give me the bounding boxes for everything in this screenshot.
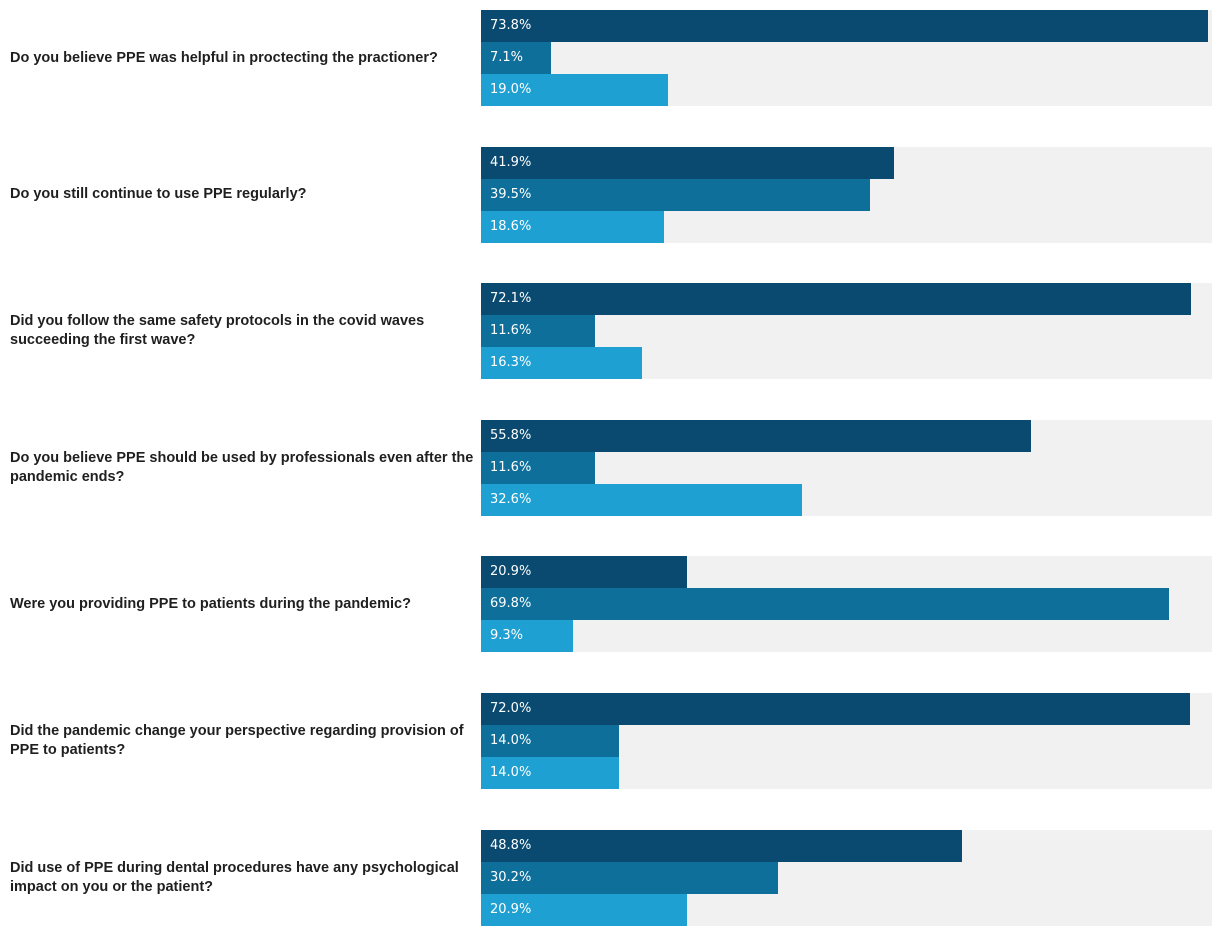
bar-value-label: 16.3% — [490, 355, 532, 371]
question-label: Did you follow the same safety protocols… — [10, 313, 425, 349]
bar — [481, 347, 642, 380]
bar-value-label: 18.6% — [490, 218, 532, 234]
bar — [481, 42, 551, 74]
bar-value-label: 69.8% — [490, 596, 532, 612]
bar-value-label: 19.0% — [490, 82, 532, 97]
bar-value-label: 14.0% — [490, 765, 532, 780]
bar-value-label: 73.8% — [490, 18, 532, 33]
bar — [481, 483, 803, 516]
bar-value-label: 20.9% — [490, 901, 532, 917]
bar — [481, 419, 1031, 452]
bar-value-label: 14.0% — [490, 733, 532, 748]
question-label: Do you believe PPE was helpful in procte… — [10, 49, 438, 66]
bar-track — [481, 451, 1212, 484]
bar — [481, 620, 573, 653]
question-label: Did use of PPE during dental procedures … — [10, 859, 459, 895]
bar — [481, 556, 687, 589]
question-label: Were you providing PPE to patients durin… — [10, 595, 411, 612]
bar-value-label: 11.6% — [490, 459, 532, 475]
bar — [481, 725, 619, 757]
bar — [481, 74, 669, 106]
bar-value-label: 72.1% — [490, 291, 532, 307]
bar-value-label: 11.6% — [490, 323, 532, 339]
bar — [481, 178, 871, 211]
bar-value-label: 20.9% — [490, 564, 532, 580]
bar — [481, 146, 894, 179]
question-label: Do you believe PPE should be used by pro… — [10, 449, 474, 485]
bar-track — [481, 42, 1212, 74]
bar-value-label: 72.0% — [490, 701, 532, 716]
bar — [481, 315, 596, 348]
bar-value-label: 9.3% — [490, 628, 524, 644]
bar-value-label: 55.8% — [490, 427, 532, 443]
bar-track — [481, 315, 1212, 348]
bar-value-label: 39.5% — [490, 186, 532, 202]
bar — [481, 283, 1192, 316]
bar — [481, 210, 665, 243]
bar — [481, 10, 1208, 42]
bar — [481, 451, 596, 484]
bar — [481, 588, 1169, 621]
bar-value-label: 30.2% — [490, 869, 532, 885]
bar-track — [481, 620, 1212, 653]
question-label: Did the pandemic change your perspective… — [10, 723, 464, 758]
question-label: Do you still continue to use PPE regular… — [10, 186, 307, 203]
bar — [481, 829, 962, 862]
bar — [481, 757, 619, 789]
bar-value-label: 32.6% — [490, 491, 532, 507]
bar — [481, 693, 1191, 725]
bar-value-label: 48.8% — [490, 837, 532, 853]
bar-value-label: 41.9% — [490, 154, 532, 170]
bar — [481, 861, 779, 894]
bar-value-label: 7.1% — [490, 50, 524, 65]
